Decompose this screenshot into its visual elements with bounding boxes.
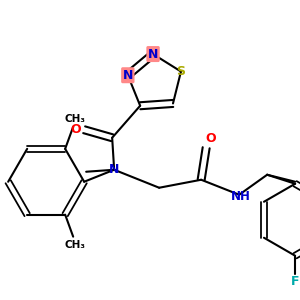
Text: S: S [176, 65, 185, 78]
Text: CH₃: CH₃ [65, 114, 86, 124]
Text: CH₃: CH₃ [65, 240, 86, 250]
Text: NH: NH [231, 190, 251, 203]
Text: N: N [123, 69, 133, 82]
Text: N: N [148, 48, 158, 61]
Text: N: N [109, 163, 119, 176]
Text: O: O [206, 132, 217, 145]
Text: F: F [291, 275, 299, 288]
Text: O: O [71, 123, 82, 136]
